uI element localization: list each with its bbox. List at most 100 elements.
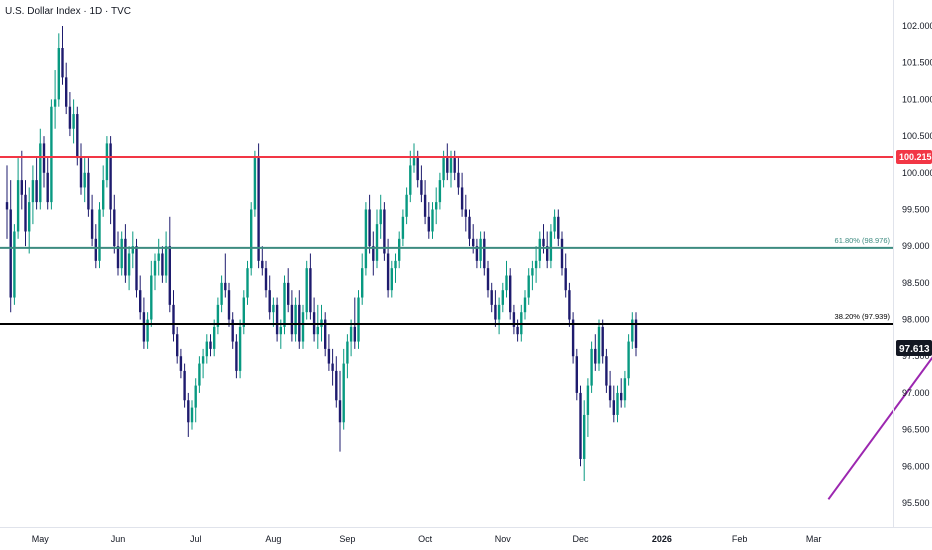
candle-body bbox=[590, 349, 592, 386]
candle-body bbox=[616, 393, 618, 415]
candle-body bbox=[61, 48, 63, 77]
time-tick-label: Jul bbox=[190, 534, 202, 544]
candle-body bbox=[502, 290, 504, 305]
last-price-label: 97.613 bbox=[899, 344, 930, 355]
candle-body bbox=[457, 173, 459, 188]
candle-body bbox=[602, 327, 604, 356]
candle-body bbox=[424, 195, 426, 217]
candle-body bbox=[257, 158, 259, 261]
candle-body bbox=[524, 298, 526, 313]
price-tick-label: 96.500 bbox=[902, 425, 930, 435]
candle-body bbox=[535, 261, 537, 268]
candle-body bbox=[413, 158, 415, 165]
time-tick-label: Feb bbox=[732, 534, 748, 544]
candle-body bbox=[624, 378, 626, 400]
candle-body bbox=[265, 268, 267, 290]
candle-body bbox=[317, 327, 319, 334]
candle-body bbox=[383, 209, 385, 253]
price-tick-label: 98.500 bbox=[902, 278, 930, 288]
candle-body bbox=[442, 158, 444, 180]
candle-body bbox=[72, 114, 74, 129]
candle-body bbox=[187, 400, 189, 422]
candle-body bbox=[58, 48, 60, 99]
candle-body bbox=[35, 180, 37, 202]
chart-title: U.S. Dollar Index · 1D · TVC bbox=[5, 6, 131, 17]
candle-body bbox=[261, 261, 263, 268]
candle-body bbox=[21, 180, 23, 195]
candle-body bbox=[417, 158, 419, 180]
candle-body bbox=[568, 290, 570, 319]
price-tick-label: 102.000 bbox=[902, 21, 932, 31]
candle-body bbox=[198, 364, 200, 386]
candle-body bbox=[17, 180, 19, 231]
candle-body bbox=[398, 239, 400, 261]
candle-body bbox=[576, 356, 578, 393]
candle-body bbox=[98, 209, 100, 260]
candle-body bbox=[565, 268, 567, 290]
candle-body bbox=[287, 283, 289, 305]
candle-body bbox=[224, 283, 226, 290]
candle-body bbox=[113, 209, 115, 246]
price-tick-label: 100.500 bbox=[902, 131, 932, 141]
candle-body bbox=[450, 158, 452, 173]
candle-body bbox=[357, 298, 359, 342]
candle-body bbox=[376, 224, 378, 261]
candle-body bbox=[405, 195, 407, 217]
candle-body bbox=[250, 209, 252, 268]
candle-body bbox=[161, 253, 163, 275]
candle-body bbox=[550, 231, 552, 260]
candle-body bbox=[239, 327, 241, 371]
price-tick-label: 101.500 bbox=[902, 58, 932, 68]
candle-body bbox=[106, 143, 108, 180]
candle-body bbox=[446, 158, 448, 173]
candle-body bbox=[143, 312, 145, 341]
candle-body bbox=[158, 253, 160, 260]
price-tick-label: 98.000 bbox=[902, 315, 930, 325]
candle-body bbox=[539, 239, 541, 261]
level-annotation: 38.20% (97.939) bbox=[835, 312, 891, 321]
candle-body bbox=[139, 290, 141, 312]
candle-body bbox=[128, 253, 130, 275]
candle-body bbox=[180, 356, 182, 371]
candle-body bbox=[28, 202, 30, 231]
candle-body bbox=[454, 158, 456, 173]
candle-body bbox=[428, 217, 430, 232]
candle-body bbox=[269, 290, 271, 312]
candle-body bbox=[594, 349, 596, 364]
candle-body bbox=[47, 173, 49, 202]
candle-body bbox=[509, 276, 511, 313]
level-annotation: 61.80% (98.976) bbox=[835, 236, 891, 245]
candle-body bbox=[91, 209, 93, 238]
time-tick-label: Jun bbox=[111, 534, 126, 544]
candle-body bbox=[328, 349, 330, 364]
time-tick-label: Sep bbox=[339, 534, 355, 544]
candle-body bbox=[468, 217, 470, 239]
candle-body bbox=[631, 320, 633, 342]
candle-body bbox=[479, 239, 481, 261]
candle-body bbox=[10, 209, 12, 297]
candle-body bbox=[516, 327, 518, 334]
candle-body bbox=[572, 320, 574, 357]
candle-body bbox=[146, 320, 148, 342]
candle-body bbox=[598, 327, 600, 364]
candle-body bbox=[228, 290, 230, 319]
candle-body bbox=[409, 165, 411, 194]
candle-body bbox=[124, 239, 126, 276]
candle-body bbox=[431, 209, 433, 231]
candle-body bbox=[335, 371, 337, 400]
candle-body bbox=[102, 180, 104, 209]
candle-body bbox=[528, 276, 530, 298]
candle-body bbox=[150, 276, 152, 320]
price-tick-label: 101.000 bbox=[902, 94, 932, 104]
candle-body bbox=[346, 342, 348, 364]
price-tick-label: 99.000 bbox=[902, 241, 930, 251]
candle-body bbox=[613, 400, 615, 415]
time-tick-label: Aug bbox=[265, 534, 281, 544]
candle-body bbox=[183, 371, 185, 400]
candle-body bbox=[232, 320, 234, 342]
candle-body bbox=[579, 393, 581, 459]
candle-body bbox=[387, 253, 389, 290]
candle-body bbox=[627, 342, 629, 379]
time-tick-label: Mar bbox=[806, 534, 822, 544]
